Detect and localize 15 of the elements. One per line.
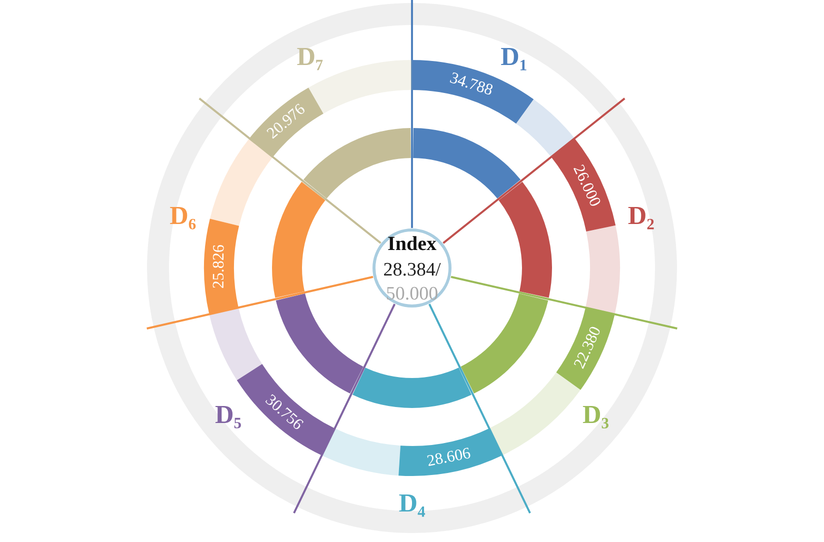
- text: Index: [388, 233, 436, 255]
- category-label: D₆: [170, 201, 196, 230]
- category-label: D₄: [398, 488, 426, 518]
- category-label: D₅: [214, 400, 242, 430]
- data-label: 26.000: [570, 162, 604, 210]
- category-label: D₂: [628, 201, 655, 230]
- category-label: D₇: [296, 42, 324, 71]
- category-label: D₁: [500, 42, 528, 71]
- text: 28.384/: [383, 260, 442, 280]
- text: 50.000: [386, 284, 438, 304]
- category-label: D₃: [582, 400, 610, 430]
- data-label: 34.788: [448, 69, 495, 100]
- data-label: 22.380: [570, 324, 605, 372]
- data-label: 28.606: [426, 444, 472, 470]
- data-label: 25.826: [210, 244, 228, 289]
